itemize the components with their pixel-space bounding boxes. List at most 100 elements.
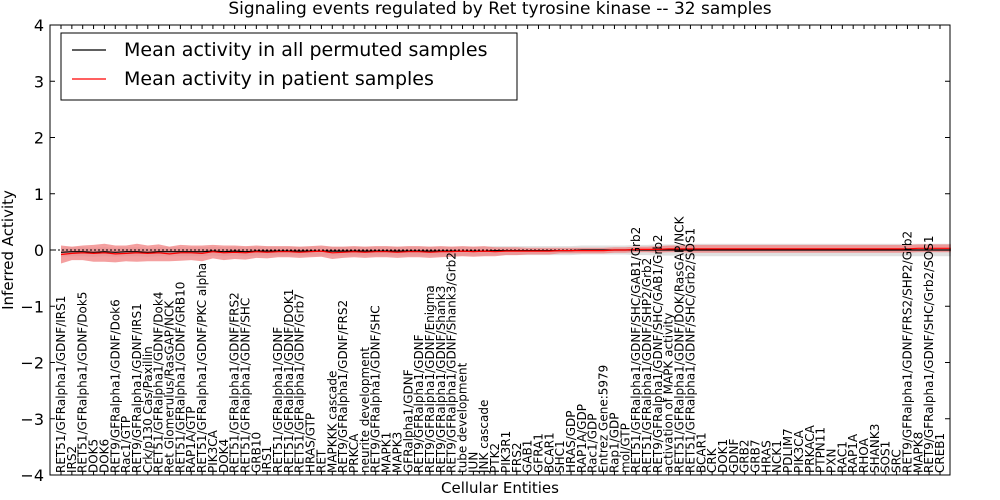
x-tick-label: RET51/GFRalpha1/GDNF/SHC/Grb2/SOS1 [683, 228, 697, 473]
x-axis: RET51/GFRalpha1/GDNF/IRS1IRS2RET51/GFRal… [54, 25, 947, 475]
y-axis: 4 3 2 1 0 −1 −2 −3 −4 [20, 16, 950, 485]
x-tick-label: PDLIM7 [781, 428, 795, 473]
x-tick-label: RET51/GFRalpha1/GDNF/SHC/GAB1/Grb2 [629, 227, 643, 473]
x-tick-label: Rac1/GDP [586, 414, 600, 473]
x-tick-label: RET9/GFRalpha1/GDNF/Enigma [423, 285, 437, 473]
legend-label-permuted: Mean activity in all permuted samples [124, 39, 487, 61]
x-tick-label: neurite development [358, 347, 372, 473]
x-tick-label: RET51/GFRalpha1/GDNF/DOK/RasGAP/NCK [673, 215, 687, 473]
x-tick-label: CRK [705, 447, 719, 473]
x-tick-label: RET9/GFRalpha1/GDNF/Dok6 [108, 299, 122, 473]
x-tick-label: GRB10 [249, 432, 263, 473]
x-tick-label: Entrez Gene:5979 [597, 365, 611, 473]
x-tick-label: RET9/GFRalpha1/GDNF/Shank3 [434, 286, 448, 473]
x-tick-label: RET9/GFRalpha1/GDNF/SHC/GAB1/Grb2 [651, 234, 665, 473]
y-tick-label: 3 [34, 72, 44, 91]
x-tick-label: PRKACA [803, 424, 817, 473]
y-axis-label: Inferred Activity [0, 190, 17, 310]
y-tick-label: 0 [34, 241, 44, 260]
y-tick-label: −1 [20, 297, 44, 316]
x-tick-label: DOK6 [97, 439, 111, 473]
x-tick-label: RET51/GFRalpha1/GDNF/DOK1 [282, 289, 296, 473]
x-tick-label: BCAR1 [542, 432, 556, 473]
x-tick-label: RET51/GFRalpha1/GDNF [271, 327, 285, 473]
x-tick-label: SHANK3 [868, 424, 882, 473]
chart-title: Signaling events regulated by Ret tyrosi… [228, 0, 771, 19]
x-tick-label: RET51/GFRalpha1/GDNF/SHC [239, 298, 253, 473]
x-tick-label: PIK3R1 [499, 431, 513, 473]
y-tick-label: −2 [20, 354, 44, 373]
x-tick-label: RET9/GFRalpha1/GDNF/FRS2/SHP2/Grb2 [900, 231, 914, 473]
y-tick-label: −3 [20, 410, 44, 429]
x-tick-label: RET9/GFRalpha1/GDNF/FRS2 [336, 300, 350, 473]
x-tick-label: RHOA [857, 437, 871, 473]
x-tick-label: SRC [890, 449, 904, 473]
x-tick-label: GRB7 [749, 439, 763, 473]
x-tick-label: Crk/p130 Cas/Paxillin [141, 346, 155, 473]
x-tick-label: MAPK1 [380, 432, 394, 473]
x-tick-label: mol/GTP [618, 423, 632, 473]
x-tick-label: HRAS [759, 440, 773, 473]
line-patient [60, 247, 951, 256]
series-lines [60, 247, 951, 256]
x-tick-label: Ret Glomerulus/RasGAP/NCK [163, 300, 177, 473]
x-tick-label: RAP1A [846, 433, 860, 473]
x-tick-label: HRAS/GTP [304, 413, 318, 473]
x-tick-label: GAB1 [521, 440, 535, 473]
x-tick-label: DOK1 [716, 439, 730, 473]
x-tick-label: DOK4 [217, 439, 231, 473]
x-tick-label: GRB2 [738, 439, 752, 473]
x-tick-label: PTK2 [488, 443, 502, 473]
x-tick-label: NCK1 [770, 440, 784, 473]
x-tick-label: RET51/GFRalpha1/GDNF/IRS1 [54, 296, 68, 473]
x-tick-label: RET51/GFRalpha1/GDNF/PKC alpha [195, 263, 209, 473]
x-tick-label: GFRA1 [532, 433, 546, 473]
x-tick-label: IRS1 [260, 446, 274, 473]
x-tick-label: PRKCA [347, 433, 361, 473]
x-axis-label: Cellular Entities [441, 479, 559, 497]
x-tick-label: SHC1 [553, 440, 567, 473]
x-tick-label: HRAS/GDP [564, 410, 578, 473]
confidence-bands [61, 243, 951, 264]
x-tick-label: MAPK3 [390, 432, 404, 473]
y-tick-label: 4 [34, 16, 44, 35]
x-tick-label: MAPK8 [911, 432, 925, 473]
x-tick-label: RET9/GFRalpha1/GDNF/SHC/Grb2/SOS1 [922, 235, 936, 473]
y-tick-label: 1 [34, 185, 44, 204]
x-tick-label: Rac1/GTP [119, 416, 133, 473]
x-tick-label: DOK5 [87, 439, 101, 473]
x-tick-label: RET9/GFRalpha1/GDNF/SHC [369, 305, 383, 473]
x-tick-label: JUN [466, 452, 480, 474]
x-tick-label: GFRalpha1/GDNF [401, 369, 415, 473]
x-tick-label: GDNF [727, 438, 741, 473]
x-tick-label: RAC1 [835, 441, 849, 473]
x-tick-label: RET51/GFRalpha1/GDNF/Dok4 [152, 292, 166, 473]
x-tick-label: JNK cascade [477, 400, 491, 474]
x-tick-label: MAPKKK cascade [325, 371, 339, 473]
x-tick-label: PIK3CA [792, 429, 806, 473]
x-tick-label: activation of MAPK activity [662, 313, 676, 473]
x-tick-label: RET9/GFRalpha1/GDNF/IRS1 [130, 303, 144, 473]
x-tick-label: RET51/GFRalpha1/GDNF/Grb7 [293, 293, 307, 473]
legend-box [60, 32, 518, 101]
y-tick-label: −4 [20, 466, 44, 485]
legend: Mean activity in all permuted samples Me… [60, 32, 518, 101]
x-tick-label: PTPN11 [814, 427, 828, 473]
x-tick-label: SOS1 [879, 441, 893, 473]
x-tick-label: RET51/GFRalpha1/GDNF/SHP2/Grb2 [640, 258, 654, 473]
y-tick-label: 2 [34, 129, 44, 148]
x-tick-label: RAP1A/GTP [184, 406, 198, 473]
x-tick-label: RAP1A/GDP [575, 404, 589, 473]
x-tick-label: RET51/GFRalpha1/GDNF/Dok5 [76, 292, 90, 473]
x-tick-label: PXN [825, 449, 839, 473]
x-tick-label: FRS2 [510, 443, 524, 474]
x-tick-label: Rap1/GDP [607, 413, 621, 474]
x-tick-label: BCAR1 [694, 432, 708, 473]
x-tick-label: PIK3CA [206, 429, 220, 473]
x-tick-label: RET51/GFRalpha1/GDNF/GRB10 [173, 282, 187, 473]
x-tick-label: tube development [456, 362, 470, 473]
x-tick-label: RET51/GFRalpha1/GDNF/FRS2 [228, 292, 242, 473]
x-tick-label: CREB1 [933, 433, 947, 473]
x-tick-label: RET9/GFRalpha1/GDNF [412, 334, 426, 473]
